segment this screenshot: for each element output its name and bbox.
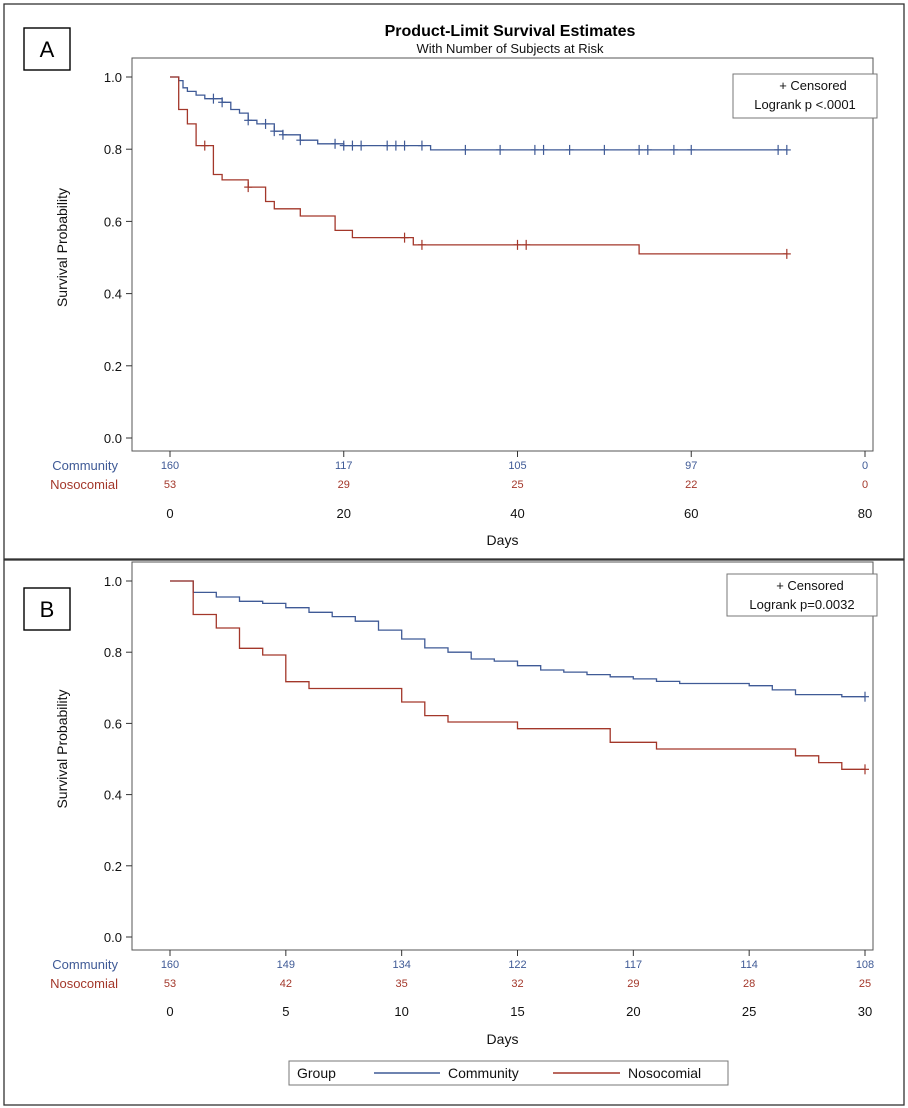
risk-count: 0	[862, 479, 868, 491]
risk-count: 22	[685, 479, 697, 491]
x-axis-label: Days	[487, 1031, 519, 1047]
x-tick-label: 20	[626, 1004, 640, 1019]
y-tick-label: 0.8	[104, 645, 122, 660]
chart-title: Product-Limit Survival Estimates	[385, 23, 636, 40]
y-tick-label: 0.4	[104, 788, 122, 803]
risk-count: 114	[740, 959, 758, 971]
panel-frame	[3, 559, 905, 1106]
y-tick-label: 0.4	[104, 287, 122, 302]
inset-box	[732, 73, 878, 119]
censored-note: + Censored	[776, 578, 844, 593]
logrank-p: Logrank p <.0001	[754, 97, 856, 112]
risk-count: 35	[396, 978, 408, 990]
legend-box	[288, 1060, 729, 1086]
survival-curve-nosocomial	[170, 76, 787, 255]
logrank-p: Logrank p=0.0032	[749, 597, 854, 612]
risk-count: 117	[335, 460, 353, 472]
x-tick-label: 0	[166, 1004, 173, 1019]
risk-row-label-nosocomial: Nosocomial	[50, 976, 118, 991]
risk-count: 29	[338, 479, 350, 491]
risk-count: 53	[164, 978, 176, 990]
y-tick-label: 0.0	[104, 431, 122, 446]
risk-count: 28	[743, 978, 755, 990]
x-tick-label: 0	[166, 506, 173, 521]
plot-area	[131, 561, 874, 951]
y-tick-label: 0.6	[104, 716, 122, 731]
survival-curve-community	[170, 76, 787, 151]
survival-curve-nosocomial	[170, 580, 865, 770]
x-tick-label: 5	[282, 1004, 289, 1019]
legend-entry-community: Community	[448, 1065, 519, 1081]
risk-count: 97	[685, 460, 697, 472]
panel-letter-box	[23, 27, 71, 71]
risk-count: 25	[859, 978, 871, 990]
inset-box	[726, 573, 878, 617]
risk-count: 122	[508, 959, 526, 971]
risk-count: 105	[508, 460, 526, 472]
y-axis-label: Survival Probability	[54, 689, 70, 808]
legend: Group Community Nosocomial	[288, 1060, 729, 1086]
risk-count: 160	[161, 460, 179, 472]
y-tick-label: 0.2	[104, 859, 122, 874]
panel-letter: A	[40, 37, 55, 62]
risk-count: 0	[862, 460, 868, 472]
y-axis-label: Survival Probability	[54, 188, 70, 307]
legend-entry-nosocomial: Nosocomial	[628, 1065, 701, 1081]
risk-count: 42	[280, 978, 292, 990]
plot-area	[131, 57, 874, 452]
x-tick-label: 15	[510, 1004, 524, 1019]
risk-row-label-community: Community	[52, 458, 118, 473]
y-tick-label: 1.0	[104, 574, 122, 589]
risk-count: 108	[856, 959, 874, 971]
y-tick-label: 0.6	[104, 214, 122, 229]
x-tick-label: 30	[858, 1004, 872, 1019]
risk-count: 134	[392, 959, 410, 971]
panel-letter-box	[23, 587, 71, 631]
risk-count: 25	[511, 479, 523, 491]
survival-curve-community	[170, 580, 865, 698]
x-tick-label: 20	[337, 506, 351, 521]
y-tick-label: 1.0	[104, 70, 122, 85]
y-tick-label: 0.0	[104, 930, 122, 945]
risk-count: 29	[627, 978, 639, 990]
panel-letter: B	[40, 597, 55, 622]
x-tick-label: 80	[858, 506, 872, 521]
risk-count: 53	[164, 479, 176, 491]
y-tick-label: 0.8	[104, 142, 122, 157]
risk-count: 32	[511, 978, 523, 990]
x-tick-label: 25	[742, 1004, 756, 1019]
risk-count: 160	[161, 959, 179, 971]
chart-subtitle: With Number of Subjects at Risk	[416, 41, 604, 56]
y-tick-label: 0.2	[104, 359, 122, 374]
censored-note: + Censored	[779, 78, 847, 93]
risk-row-label-community: Community	[52, 957, 118, 972]
x-tick-label: 60	[684, 506, 698, 521]
x-axis-label: Days	[487, 532, 519, 548]
panel-b: B 0.0 0.2 0.4 0.6 0.8 1.0 0 5 10 15 20 25 30 Days Survi…	[3, 559, 905, 1106]
x-tick-label: 10	[394, 1004, 408, 1019]
risk-count: 117	[625, 959, 643, 971]
risk-row-label-nosocomial: Nosocomial	[50, 477, 118, 492]
risk-count: 149	[277, 959, 295, 971]
legend-title: Group	[297, 1065, 336, 1081]
x-tick-label: 40	[510, 506, 524, 521]
